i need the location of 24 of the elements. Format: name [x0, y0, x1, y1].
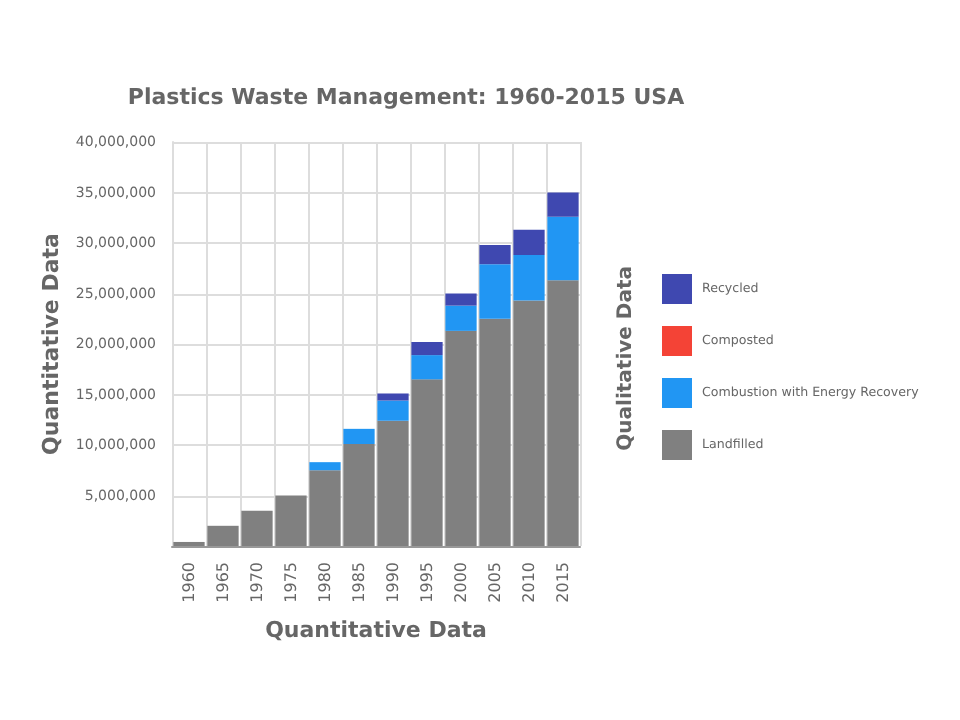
x-tick-label: 1985	[350, 562, 368, 603]
x-tick-label: 1980	[316, 562, 334, 603]
x-tick-label: 1970	[248, 562, 266, 603]
x-tick-label: 1965	[214, 562, 232, 603]
x-tick-label: 1975	[282, 562, 300, 603]
x-tick-label: 1960	[180, 562, 198, 603]
x-tick-label: 1995	[418, 562, 436, 603]
x-tick-label: 2005	[486, 562, 504, 603]
y-axis-title: Quantitative Data	[38, 233, 64, 455]
x-tick-label: 2000	[452, 562, 470, 603]
bar	[309, 462, 341, 471]
bar	[411, 341, 443, 356]
bar	[411, 355, 443, 380]
bar	[445, 293, 477, 306]
bar	[343, 428, 375, 444]
legend-title: Qualitative Data	[615, 265, 637, 451]
bar	[547, 192, 579, 217]
x-tick-label: 2010	[520, 562, 538, 603]
x-axis-title: Quantitative Data	[265, 616, 487, 643]
chart-title: Plastics Waste Management: 1960-2015 USA	[127, 84, 686, 110]
x-tick-label: 1990	[384, 562, 402, 603]
x-tick-label: 2015	[554, 562, 572, 603]
bar	[377, 393, 409, 401]
bar	[377, 400, 409, 421]
